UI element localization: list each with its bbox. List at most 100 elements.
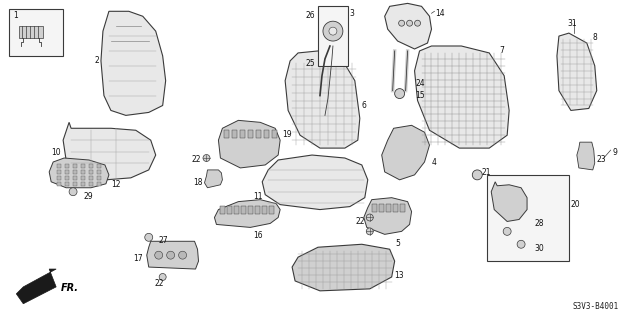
Bar bbox=[272, 130, 277, 138]
Polygon shape bbox=[285, 51, 360, 148]
Bar bbox=[81, 164, 85, 168]
Bar bbox=[65, 170, 69, 174]
Circle shape bbox=[394, 89, 404, 99]
Bar bbox=[97, 170, 101, 174]
Text: 24: 24 bbox=[416, 79, 425, 88]
Text: FR.: FR. bbox=[61, 283, 79, 293]
Polygon shape bbox=[20, 26, 43, 38]
Circle shape bbox=[155, 251, 163, 259]
Polygon shape bbox=[101, 11, 166, 116]
Bar bbox=[65, 164, 69, 168]
Circle shape bbox=[366, 228, 374, 235]
Bar bbox=[57, 170, 61, 174]
Bar bbox=[379, 204, 384, 212]
Bar bbox=[89, 170, 93, 174]
Text: 17: 17 bbox=[133, 254, 143, 263]
Bar bbox=[57, 164, 61, 168]
Bar bbox=[232, 130, 237, 138]
Text: 30: 30 bbox=[534, 244, 544, 253]
Text: 7: 7 bbox=[499, 46, 504, 55]
Bar bbox=[97, 182, 101, 186]
Bar bbox=[240, 130, 245, 138]
Polygon shape bbox=[382, 125, 430, 180]
Polygon shape bbox=[318, 6, 348, 66]
Text: 31: 31 bbox=[567, 19, 577, 28]
Circle shape bbox=[144, 233, 153, 241]
Bar bbox=[73, 176, 77, 180]
Bar bbox=[392, 204, 398, 212]
Polygon shape bbox=[204, 170, 222, 188]
Circle shape bbox=[159, 274, 166, 280]
Bar bbox=[73, 164, 77, 168]
Text: 16: 16 bbox=[254, 231, 263, 240]
Circle shape bbox=[329, 27, 337, 35]
Bar bbox=[220, 206, 225, 213]
Text: 3: 3 bbox=[350, 9, 355, 18]
Polygon shape bbox=[215, 200, 280, 228]
Text: 25: 25 bbox=[305, 59, 315, 68]
Polygon shape bbox=[262, 155, 368, 210]
Bar bbox=[65, 182, 69, 186]
Text: 22: 22 bbox=[191, 155, 201, 164]
Polygon shape bbox=[364, 198, 411, 234]
Bar bbox=[73, 170, 77, 174]
Bar bbox=[256, 130, 261, 138]
Text: 27: 27 bbox=[158, 236, 168, 245]
Polygon shape bbox=[147, 241, 199, 269]
Text: 19: 19 bbox=[282, 130, 292, 139]
Text: 22: 22 bbox=[155, 279, 164, 288]
Polygon shape bbox=[49, 158, 109, 188]
Bar bbox=[227, 206, 232, 213]
Bar bbox=[248, 130, 253, 138]
Polygon shape bbox=[218, 120, 280, 168]
Polygon shape bbox=[491, 182, 527, 221]
Bar bbox=[256, 206, 260, 213]
Polygon shape bbox=[557, 33, 597, 110]
Circle shape bbox=[415, 20, 420, 26]
Text: 21: 21 bbox=[481, 168, 491, 177]
Text: 15: 15 bbox=[416, 91, 425, 100]
Circle shape bbox=[69, 188, 77, 196]
Text: 5: 5 bbox=[395, 239, 400, 248]
Text: 9: 9 bbox=[613, 148, 618, 157]
Circle shape bbox=[406, 20, 413, 26]
Text: 20: 20 bbox=[571, 200, 581, 209]
Polygon shape bbox=[16, 269, 56, 304]
Text: 22: 22 bbox=[355, 218, 365, 227]
Bar bbox=[57, 176, 61, 180]
Bar bbox=[65, 176, 69, 180]
Circle shape bbox=[517, 240, 525, 248]
Bar bbox=[89, 182, 93, 186]
Bar bbox=[89, 176, 93, 180]
Text: 18: 18 bbox=[193, 178, 203, 187]
Bar bbox=[399, 204, 404, 212]
Polygon shape bbox=[292, 244, 394, 291]
Bar bbox=[89, 164, 93, 168]
Polygon shape bbox=[415, 46, 509, 148]
Circle shape bbox=[473, 170, 482, 180]
Text: 28: 28 bbox=[534, 220, 543, 228]
Bar bbox=[234, 206, 239, 213]
Text: 11: 11 bbox=[253, 192, 262, 201]
Text: 13: 13 bbox=[394, 271, 404, 280]
Circle shape bbox=[503, 228, 511, 235]
Bar bbox=[73, 182, 77, 186]
Text: 2: 2 bbox=[94, 56, 99, 65]
Text: 14: 14 bbox=[435, 9, 445, 18]
Text: 12: 12 bbox=[111, 180, 121, 189]
Circle shape bbox=[179, 251, 187, 259]
Circle shape bbox=[399, 20, 404, 26]
Text: 8: 8 bbox=[593, 33, 598, 42]
Bar bbox=[241, 206, 246, 213]
Text: 10: 10 bbox=[52, 148, 61, 157]
Circle shape bbox=[203, 155, 210, 162]
Bar bbox=[372, 204, 377, 212]
Text: 23: 23 bbox=[597, 155, 606, 164]
Text: 4: 4 bbox=[432, 158, 437, 167]
Polygon shape bbox=[9, 9, 63, 56]
Bar bbox=[97, 176, 101, 180]
Bar bbox=[81, 170, 85, 174]
Bar bbox=[262, 206, 267, 213]
Polygon shape bbox=[577, 142, 595, 170]
Bar bbox=[225, 130, 230, 138]
